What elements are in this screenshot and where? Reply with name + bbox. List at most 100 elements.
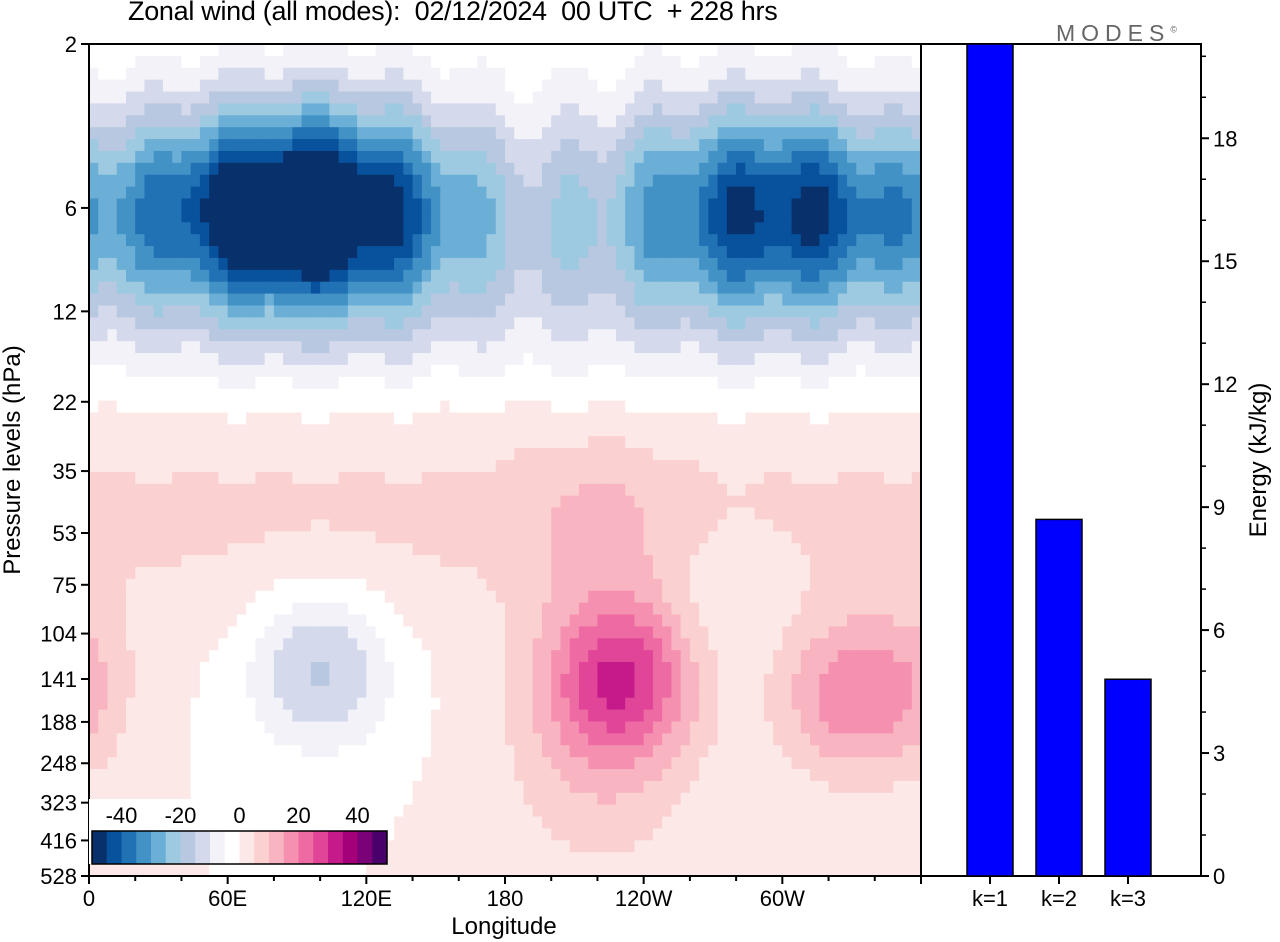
heatmap-cell (560, 448, 571, 461)
heatmap-cell (606, 471, 617, 485)
heatmap-cell (486, 210, 497, 223)
heatmap-cell (643, 269, 654, 283)
heatmap-cell (320, 293, 330, 307)
heatmap-cell (597, 531, 608, 544)
heatmap-cell (505, 281, 515, 295)
heatmap-cell (810, 471, 820, 485)
heatmap-cell (662, 257, 672, 271)
heatmap-cell (486, 448, 497, 461)
heatmap-cell (310, 376, 321, 390)
heatmap-cell (181, 507, 192, 521)
heatmap-cell (283, 543, 293, 556)
heatmap-cell (847, 246, 857, 259)
heatmap-cell (505, 590, 515, 604)
heatmap-cell (347, 495, 358, 509)
heatmap-cell (689, 626, 700, 639)
heatmap-cell (569, 495, 580, 509)
heatmap-cell (218, 139, 229, 152)
heatmap-cell (246, 495, 256, 509)
heatmap-cell (810, 364, 820, 378)
heatmap-cell (800, 269, 811, 283)
heatmap-cell (652, 127, 663, 140)
heatmap-cell (532, 507, 543, 521)
heatmap-cell (421, 329, 432, 342)
heatmap-cell (819, 543, 830, 556)
heatmap-cell (874, 555, 885, 568)
heatmap-cell (662, 376, 672, 390)
heatmap-cell (893, 91, 904, 105)
heatmap-cell (717, 305, 728, 318)
heatmap-cell (199, 234, 210, 247)
heatmap-cell (209, 222, 220, 235)
heatmap-cell (135, 662, 146, 675)
heatmap-cell (837, 614, 848, 627)
heatmap-cell (218, 471, 229, 485)
heatmap-cell (273, 483, 284, 497)
heatmap-cell (347, 127, 358, 140)
heatmap-cell (615, 638, 626, 651)
heatmap-cell (800, 234, 811, 247)
heatmap-cell (625, 127, 636, 140)
heatmap-cell (745, 460, 756, 473)
heatmap-cell (763, 91, 774, 105)
heatmap-cell (218, 281, 229, 295)
heatmap-cell (375, 257, 386, 271)
heatmap-cell (856, 67, 867, 81)
heatmap-cell (671, 317, 682, 330)
heatmap-cell (329, 246, 340, 259)
heatmap-cell (505, 566, 515, 580)
heatmap-cell (384, 293, 395, 307)
heatmap-cell (338, 91, 349, 105)
heatmap-cell (357, 555, 367, 568)
heatmap-cell (449, 602, 460, 616)
heatmap-cell (468, 91, 478, 105)
heatmap-cell (89, 650, 99, 663)
heatmap-cell (523, 222, 534, 235)
heatmap-cell (162, 305, 173, 318)
heatmap-cell (745, 222, 756, 235)
heatmap-cell (236, 305, 247, 318)
heatmap-cell (588, 55, 599, 69)
heatmap-cell (477, 578, 488, 592)
heatmap-cell (412, 293, 423, 307)
heatmap-cell (634, 448, 645, 461)
heatmap-cell (615, 174, 626, 188)
heatmap-cell (505, 471, 515, 485)
heatmap-cell (560, 281, 571, 295)
heatmap-cell (671, 590, 682, 604)
heatmap-cell (403, 222, 414, 235)
heatmap-cell (301, 590, 312, 604)
heatmap-cell (162, 543, 173, 556)
heatmap-cell (634, 198, 645, 211)
heatmap-cell (541, 257, 552, 271)
heatmap-cell (754, 103, 765, 116)
heatmap-cell (431, 662, 441, 675)
heatmap-cell (310, 210, 321, 223)
heatmap-cell (199, 685, 210, 699)
heatmap-cell (421, 602, 432, 616)
heatmap-cell (865, 150, 876, 164)
heatmap-cell (884, 424, 894, 437)
heatmap-cell (144, 91, 155, 105)
heatmap-cell (634, 269, 645, 283)
heatmap-cell (495, 269, 506, 283)
heatmap-cell (634, 281, 645, 295)
heatmap-cell (310, 566, 321, 580)
heatmap-cell (689, 448, 700, 461)
heatmap-cell (708, 269, 719, 283)
heatmap-cell (199, 614, 210, 627)
heatmap-cell (394, 543, 404, 556)
heatmap-cell (255, 246, 266, 259)
heatmap-cell (144, 293, 155, 307)
heatmap-cell (357, 198, 367, 211)
heatmap-cell (911, 234, 921, 247)
heatmap-cell (144, 531, 155, 544)
heatmap-cell (199, 139, 210, 152)
heatmap-cell (708, 210, 719, 223)
heatmap-cell (865, 44, 876, 57)
heatmap-cell (246, 412, 256, 425)
heatmap-cell (477, 673, 488, 687)
heatmap-cell (902, 364, 913, 378)
heatmap-cell (680, 531, 691, 544)
heatmap-cell (569, 293, 580, 307)
